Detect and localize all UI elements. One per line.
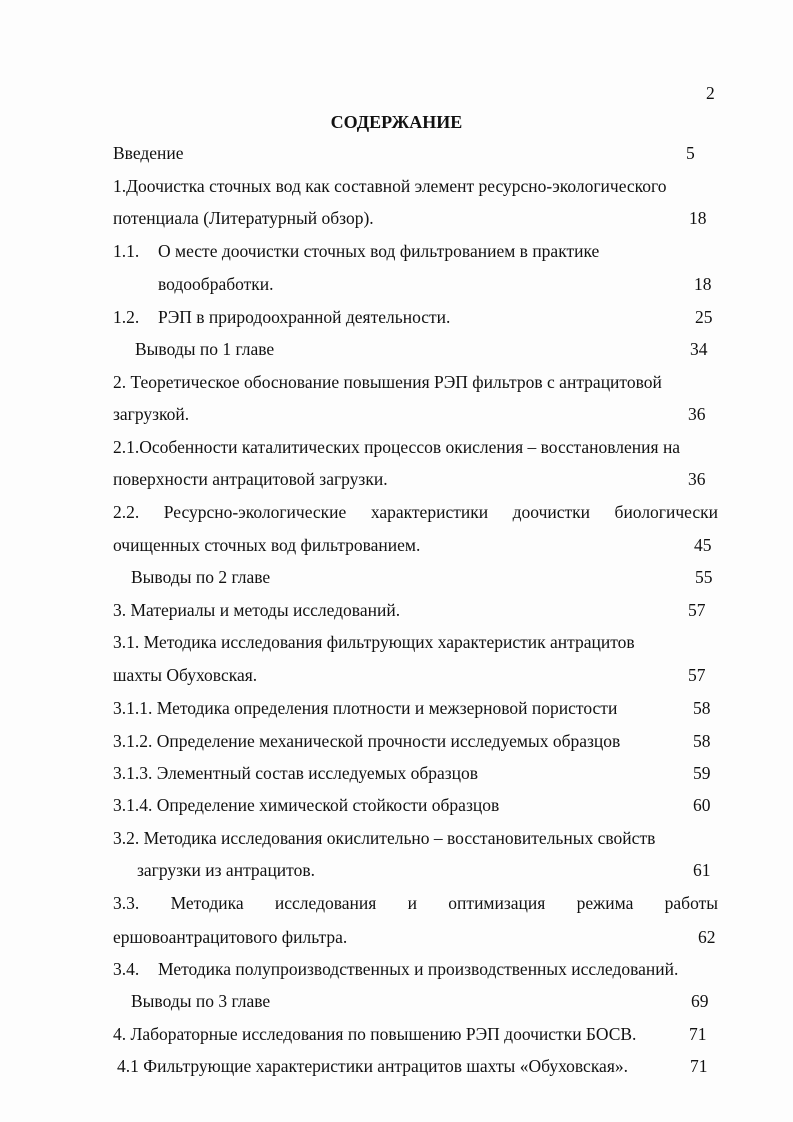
toc-entry-page: 34 <box>690 339 708 359</box>
toc-entry-page: 18 <box>689 208 707 228</box>
toc-entry-text: 3.2. Методика исследования окислительно … <box>113 828 656 848</box>
toc-entry-number: 1.2. <box>113 307 140 327</box>
toc-entry-text: 3.3. Методика исследования и оптимизация… <box>113 893 718 913</box>
toc-entry-page: 59 <box>693 763 711 783</box>
toc-entry-page: 71 <box>689 1024 707 1044</box>
toc-entry-text: Выводы по 2 главе <box>131 567 271 587</box>
toc-entry-page: 57 <box>688 665 706 685</box>
toc-entry-text: 3.1.2. Определение механической прочност… <box>113 731 621 751</box>
toc-entry-text: водообработки. <box>158 274 274 294</box>
toc-entry-text: 4. Лабораторные исследования по повышени… <box>113 1024 637 1044</box>
toc-entry: 1.2. РЭП в природоохранной деятельности. <box>113 307 450 327</box>
toc-entry-number: 3.4. <box>113 959 140 979</box>
toc-entry-page: 18 <box>694 274 712 294</box>
toc-entry-page: 58 <box>693 731 711 751</box>
toc-entry-page: 25 <box>695 307 713 327</box>
toc-entry-page: 71 <box>690 1056 708 1076</box>
toc-entry-text: 3.1.1. Методика определения плотности и … <box>113 698 618 718</box>
toc-entry-text: 3.1.4. Определение химической стойкости … <box>113 795 500 815</box>
toc-entry-page: 69 <box>691 991 709 1011</box>
toc-entry-page: 57 <box>688 600 706 620</box>
toc-entry-text: Выводы по 1 главе <box>135 339 275 359</box>
toc-entry-text: потенциала (Литературный обзор). <box>113 208 374 228</box>
toc-entry: 1.1. О месте доочистки сточных вод фильтр… <box>113 241 599 261</box>
toc-entry-text: загрузки из антрацитов. <box>137 860 315 880</box>
toc-entry-page: 45 <box>694 535 712 555</box>
toc-entry-text: поверхности антрацитовой загрузки. <box>113 469 388 489</box>
toc-entry: 3.4. Методика полупроизводственных и прои… <box>113 959 678 979</box>
toc-entry-text: 3. Материалы и методы исследований. <box>113 600 401 620</box>
toc-entry-text: Методика полупроизводственных и производ… <box>158 959 679 979</box>
toc-entry-page: 55 <box>695 567 713 587</box>
toc-entry-text: Введение <box>113 143 184 163</box>
toc-entry-text: загрузкой. <box>113 404 190 424</box>
toc-entry-page: 5 <box>686 143 695 163</box>
toc-entry-text: 4.1 Фильтрующие характеристики антрацито… <box>117 1056 629 1076</box>
page-title: СОДЕРЖАНИЕ <box>330 112 463 132</box>
toc-entry-page: 36 <box>688 404 706 424</box>
toc-entry-text: 1.Доочистка сточных вод как составной эл… <box>113 176 667 196</box>
toc-entry-page: 62 <box>698 927 716 947</box>
toc-entry-text: 2.1.Особенности каталитических процессов… <box>113 437 681 457</box>
toc-entry-page: 58 <box>693 698 711 718</box>
toc-entry-text: 3.1.3. Элементный состав исследуемых обр… <box>113 763 479 783</box>
page-number: 2 <box>706 83 715 103</box>
toc-entry-page: 61 <box>693 860 711 880</box>
toc-entry-number: 1.1. <box>113 241 140 261</box>
toc-entry-text: Выводы по 3 главе <box>131 991 271 1011</box>
toc-entry-text: ершовоантрацитового фильтра. <box>113 927 348 947</box>
toc-entry-text: 2.2. Ресурсно-экологические характеристи… <box>113 502 718 522</box>
toc-entry-page: 60 <box>693 795 711 815</box>
toc-entry-text: очищенных сточных вод фильтрованием. <box>113 535 421 555</box>
toc-entry-text: О месте доочистки сточных вод фильтрован… <box>158 241 600 261</box>
toc-entry-text: шахты Обуховская. <box>113 665 258 685</box>
toc-entry-text: 2. Теоретическое обоснование повышения Р… <box>113 372 662 392</box>
toc-entry-text: РЭП в природоохранной деятельности. <box>158 307 451 327</box>
toc-entry-text: 3.1. Методика исследования фильтрующих х… <box>113 632 635 652</box>
toc-entry-page: 36 <box>688 469 706 489</box>
